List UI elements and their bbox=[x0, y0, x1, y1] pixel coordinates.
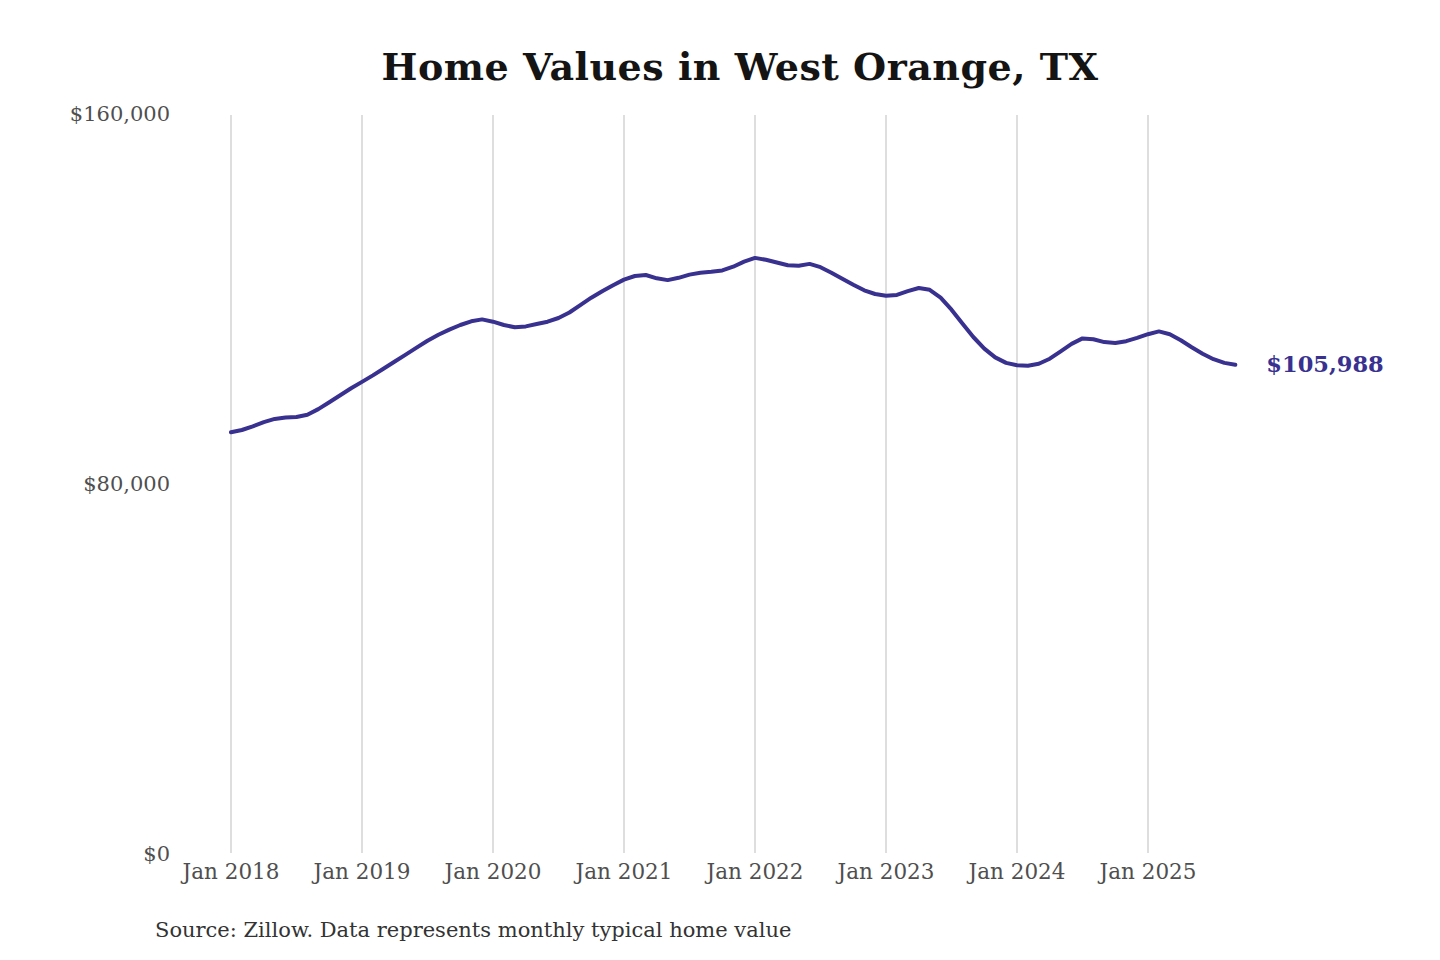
x-axis-tick-label: Jan 2019 bbox=[312, 859, 411, 884]
chart-page: Home Values in West Orange, TX $0$80,000… bbox=[0, 0, 1440, 960]
home-values-line-chart: $0$80,000$160,000 Jan 2018Jan 2019Jan 20… bbox=[0, 0, 1440, 960]
y-axis-tick-label: $160,000 bbox=[70, 102, 170, 126]
home-value-line bbox=[231, 258, 1235, 432]
y-axis-labels: $0 $80,000 $160,000 bbox=[70, 102, 170, 866]
y-axis-tick-label: $0 bbox=[143, 842, 170, 866]
end-label-group: $105,988 bbox=[1266, 351, 1383, 377]
series-group bbox=[231, 258, 1235, 432]
gridlines bbox=[231, 115, 1148, 853]
x-axis-tick-label: Jan 2023 bbox=[836, 859, 935, 884]
x-axis-tick-label: Jan 2025 bbox=[1098, 859, 1197, 884]
x-axis-tick-label: Jan 2024 bbox=[967, 859, 1066, 884]
x-axis-tick-label: Jan 2020 bbox=[443, 859, 542, 884]
x-axis-labels: Jan 2018 Jan 2019 Jan 2020 Jan 2021 Jan 2022… bbox=[181, 859, 1197, 884]
source-note: Source: Zillow. Data represents monthly … bbox=[155, 918, 791, 942]
x-axis-tick-label: Jan 2021 bbox=[574, 859, 673, 884]
x-axis-tick-label: Jan 2018 bbox=[181, 859, 280, 884]
y-axis-tick-label: $80,000 bbox=[83, 472, 170, 496]
x-axis-tick-label: Jan 2022 bbox=[705, 859, 804, 884]
current-value-label: $105,988 bbox=[1266, 351, 1383, 377]
